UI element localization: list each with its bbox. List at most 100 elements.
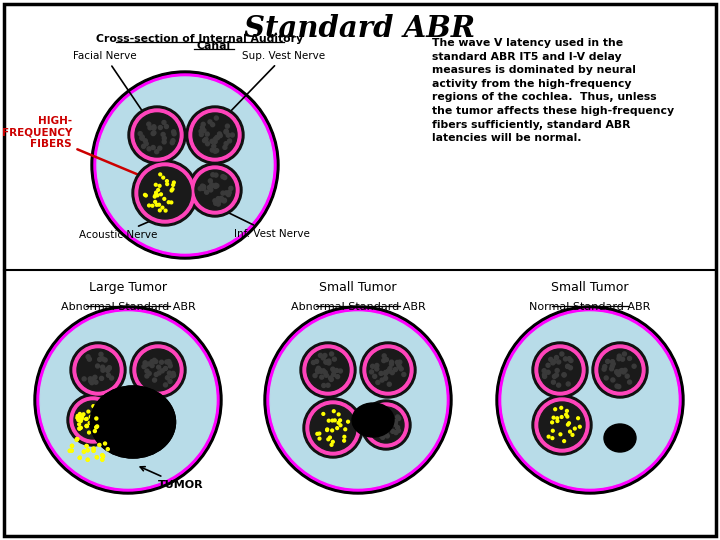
- Circle shape: [573, 427, 576, 430]
- Circle shape: [140, 136, 144, 140]
- Circle shape: [380, 378, 384, 382]
- Circle shape: [551, 437, 554, 440]
- Text: Large Tumor: Large Tumor: [89, 281, 167, 294]
- Circle shape: [327, 359, 330, 363]
- Circle shape: [552, 360, 556, 363]
- Circle shape: [535, 398, 589, 452]
- Circle shape: [37, 309, 219, 491]
- Circle shape: [224, 129, 228, 133]
- Circle shape: [166, 376, 169, 380]
- Circle shape: [102, 455, 104, 458]
- Circle shape: [325, 429, 328, 431]
- Circle shape: [395, 360, 400, 364]
- Circle shape: [102, 428, 104, 430]
- Circle shape: [211, 123, 215, 127]
- Circle shape: [387, 369, 390, 373]
- Circle shape: [215, 148, 219, 153]
- Circle shape: [101, 458, 104, 461]
- Circle shape: [222, 199, 226, 203]
- Circle shape: [539, 349, 581, 391]
- Circle shape: [397, 363, 401, 367]
- Circle shape: [316, 433, 319, 435]
- Circle shape: [556, 417, 559, 420]
- Circle shape: [142, 144, 145, 148]
- Circle shape: [106, 367, 109, 372]
- Circle shape: [211, 173, 215, 177]
- Circle shape: [213, 149, 217, 153]
- Circle shape: [390, 360, 394, 364]
- Circle shape: [150, 363, 154, 368]
- Circle shape: [325, 360, 328, 364]
- Circle shape: [327, 361, 331, 365]
- Circle shape: [154, 360, 158, 363]
- Circle shape: [96, 423, 99, 426]
- Circle shape: [382, 359, 386, 362]
- Circle shape: [153, 195, 156, 198]
- Circle shape: [92, 449, 95, 453]
- Circle shape: [160, 360, 163, 364]
- Circle shape: [387, 423, 392, 427]
- Circle shape: [228, 139, 232, 143]
- Circle shape: [101, 454, 104, 457]
- Circle shape: [98, 443, 101, 447]
- Circle shape: [164, 125, 168, 129]
- Circle shape: [92, 447, 95, 450]
- Circle shape: [81, 415, 84, 418]
- Circle shape: [107, 366, 112, 370]
- Circle shape: [376, 381, 380, 384]
- Circle shape: [77, 349, 119, 391]
- Circle shape: [322, 413, 325, 415]
- Circle shape: [109, 376, 114, 380]
- Circle shape: [333, 419, 336, 422]
- Circle shape: [337, 421, 340, 424]
- Circle shape: [611, 364, 614, 368]
- Circle shape: [154, 184, 157, 186]
- Circle shape: [195, 170, 235, 210]
- Circle shape: [604, 376, 608, 380]
- Circle shape: [148, 126, 152, 130]
- Circle shape: [76, 416, 79, 420]
- Circle shape: [171, 139, 175, 143]
- Circle shape: [339, 424, 342, 427]
- Circle shape: [628, 380, 631, 384]
- Circle shape: [152, 131, 156, 135]
- Circle shape: [157, 188, 160, 191]
- Circle shape: [171, 188, 174, 191]
- Circle shape: [496, 306, 684, 494]
- Circle shape: [321, 356, 325, 360]
- Circle shape: [158, 146, 162, 150]
- Text: Canal: Canal: [197, 41, 231, 51]
- Circle shape: [156, 204, 158, 206]
- Ellipse shape: [91, 386, 176, 458]
- Circle shape: [371, 429, 375, 433]
- Circle shape: [168, 380, 172, 383]
- Circle shape: [318, 368, 322, 372]
- Circle shape: [344, 428, 346, 431]
- Circle shape: [158, 185, 161, 187]
- Circle shape: [221, 174, 225, 179]
- Circle shape: [82, 413, 85, 416]
- Circle shape: [557, 360, 561, 364]
- Circle shape: [264, 306, 452, 494]
- Circle shape: [368, 407, 404, 443]
- Circle shape: [75, 438, 78, 441]
- Circle shape: [99, 352, 103, 356]
- Circle shape: [132, 160, 198, 226]
- Text: Inf. Vest Nerve: Inf. Vest Nerve: [230, 213, 310, 239]
- Circle shape: [318, 437, 321, 440]
- Circle shape: [97, 77, 273, 253]
- Circle shape: [78, 427, 81, 430]
- Circle shape: [92, 447, 95, 450]
- Circle shape: [560, 352, 564, 356]
- Circle shape: [34, 306, 222, 494]
- Text: Abnormal Standard ABR: Abnormal Standard ABR: [60, 302, 195, 312]
- Circle shape: [92, 405, 95, 408]
- Circle shape: [171, 141, 174, 145]
- Circle shape: [77, 418, 80, 421]
- Circle shape: [81, 415, 84, 418]
- Circle shape: [202, 139, 207, 143]
- Circle shape: [145, 369, 149, 373]
- Circle shape: [216, 197, 220, 201]
- Circle shape: [220, 198, 224, 201]
- Circle shape: [85, 424, 88, 428]
